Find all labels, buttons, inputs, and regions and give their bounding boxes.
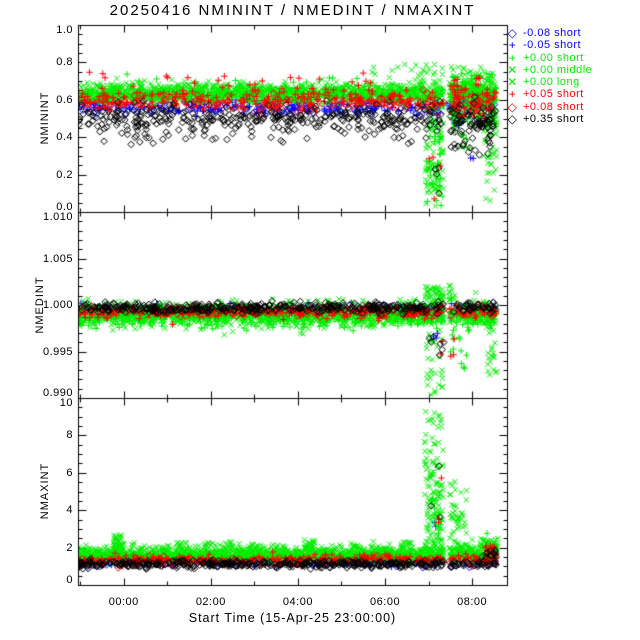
x-tick-label: 08:00 [457,596,488,608]
y-tick-label: 0.6 [56,93,73,106]
legend-item: ✕ +0.00 middle [505,62,593,77]
x-axis-title: Start Time (15-Apr-25 23:00:00) [188,611,397,625]
legend-item-label: -0.05 short [523,39,582,52]
legend-marker-diamond-icon: ◇ [507,99,518,114]
legend-marker-cross-icon: ✕ [507,75,518,90]
y-tick-label: 8 [66,429,73,442]
legend-marker-cross-icon: ✕ [507,62,518,77]
x-tick-label: 02:00 [195,596,226,608]
legend-item-label: +0.00 middle [523,63,593,76]
legend-item-label: +0.08 short [523,100,584,113]
legend-marker-diamond-icon: ◇ [507,112,518,127]
y-tick-label: 1.005 [42,252,73,265]
x-tick-label: 06:00 [370,596,401,608]
legend-item: ◇ +0.08 short [505,99,592,114]
y-tick-label: 1.010 [42,211,73,223]
y-tick-label: 1.0 [56,24,73,36]
legend-marker-plus-icon: + [508,38,517,53]
legend-marker-diamond-icon: ◇ [507,26,518,40]
legend-marker-plus-icon: + [508,50,517,65]
legend-item-label: +0.35 short [523,113,584,126]
y-tick-label: 0.8 [56,56,73,69]
legend-item: ◇ -0.08 short [505,26,592,40]
legend-item: + +0.00 short [505,50,592,65]
legend-item-label: +0.00 short [523,51,584,64]
legend-item: + +0.05 short [505,87,592,102]
legend-item: ◇ +0.35 short [505,112,592,127]
legend: ◇ -0.08 short + -0.05 short + +0.00 short ✕… [505,26,593,127]
y-tick-label: 0.4 [56,131,73,144]
legend-item-label: -0.08 short [523,27,582,39]
y-tick-label: 0 [66,574,73,586]
legend-item-label: +0.05 short [523,88,584,101]
y-tick-label: 10 [59,397,73,409]
legend-item-label: +0.00 long [523,76,580,89]
legend-item: ✕ +0.00 long [505,75,592,90]
y-tick-label: 6 [66,466,73,479]
legend-item: + -0.05 short [505,38,592,53]
y-tick-label: 2 [66,541,73,554]
legend-marker-plus-icon: + [508,87,517,102]
y-tick-label: 0.0 [56,201,73,213]
x-tick-label: 00:00 [108,596,139,608]
x-tick-label: 04:00 [282,596,313,608]
y-tick-label: 0.990 [42,387,73,399]
y-tick-label: 0.2 [56,168,73,181]
y-tick-label: 1.000 [42,299,73,311]
y-tick-label: 4 [66,504,73,517]
y-tick-label: 0.995 [42,345,73,358]
chart-title: 20250416 NMININT / NMEDINT / NMAXINT [109,2,476,19]
